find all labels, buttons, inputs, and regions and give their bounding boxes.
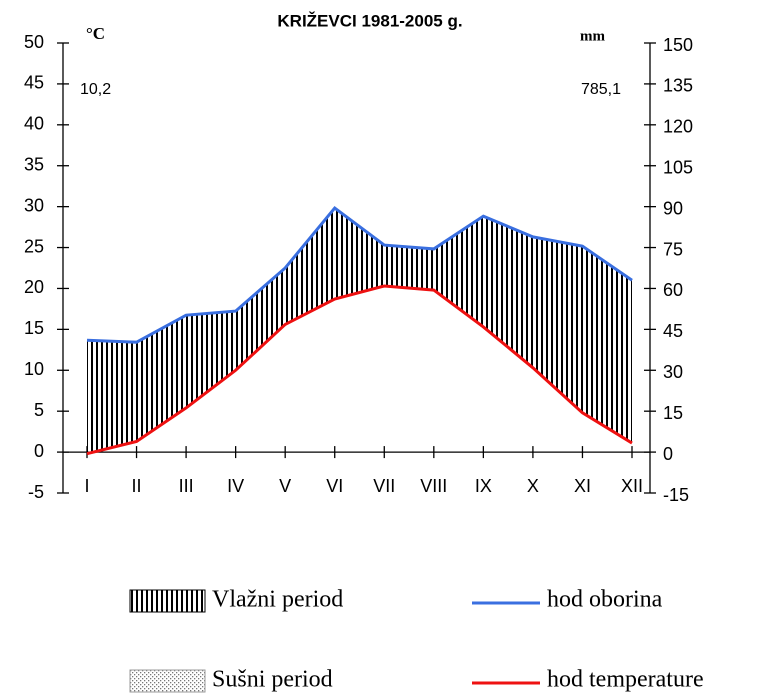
y2-tick-label: 105 (663, 157, 693, 177)
legend-label: hod temperature (547, 667, 704, 693)
series-line (86, 205, 633, 344)
annotation: 10,2 (80, 81, 111, 98)
y2-tick-label: 30 (663, 362, 683, 382)
x-tick-label: VI (326, 476, 343, 496)
x-tick-label: VIII (420, 476, 447, 496)
y-tick-label: 20 (24, 277, 44, 297)
x-tick-label: II (132, 476, 142, 496)
x-tick-label: VII (373, 476, 395, 496)
annotation: mm (580, 28, 605, 44)
x-tick-label: IV (227, 476, 244, 496)
y-tick-label: 25 (24, 236, 44, 256)
legend-label: hod oborina (547, 587, 663, 613)
y2-tick-label: 120 (663, 117, 693, 137)
y-tick-label: 35 (24, 154, 44, 174)
x-tick-label: XII (621, 476, 643, 496)
legend-label: Sušni period (212, 667, 333, 693)
y2-tick-label: 75 (663, 239, 683, 259)
y2-tick-label: 15 (663, 403, 683, 423)
y-tick-label: -5 (28, 482, 44, 502)
x-tick-label: III (179, 476, 194, 496)
y-tick-label: 5 (34, 400, 44, 420)
x-tick-label: XI (574, 476, 591, 496)
y2-tick-label: 150 (663, 35, 693, 55)
y2-tick-label: -15 (663, 485, 689, 505)
x-tick-label: IX (475, 476, 492, 496)
legend-label: Vlažni period (212, 587, 343, 613)
y2-tick-label: 60 (663, 280, 683, 300)
y2-tick-label: 0 (663, 444, 673, 464)
y-tick-label: 50 (24, 32, 44, 52)
x-tick-label: V (279, 476, 291, 496)
x-tick-label: I (84, 476, 89, 496)
x-tick-label: X (527, 476, 539, 496)
y-tick-label: 0 (34, 441, 44, 461)
y-tick-label: 45 (24, 73, 44, 93)
legend-swatch (129, 669, 206, 693)
annotation: °C (86, 24, 105, 43)
y-tick-label: 10 (24, 359, 44, 379)
y2-tick-label: 135 (663, 76, 693, 96)
series-line (86, 284, 633, 456)
y2-tick-label: 45 (663, 321, 683, 341)
y-tick-label: 30 (24, 195, 44, 215)
y2-tick-label: 90 (663, 198, 683, 218)
humid-area (87, 208, 632, 454)
annotation: 785,1 (581, 81, 621, 98)
y-tick-label: 15 (24, 318, 44, 338)
y-tick-label: 40 (24, 114, 44, 134)
chart-title: KRIŽEVCI 1981-2005 g. (277, 11, 462, 30)
legend-swatch (129, 589, 206, 613)
